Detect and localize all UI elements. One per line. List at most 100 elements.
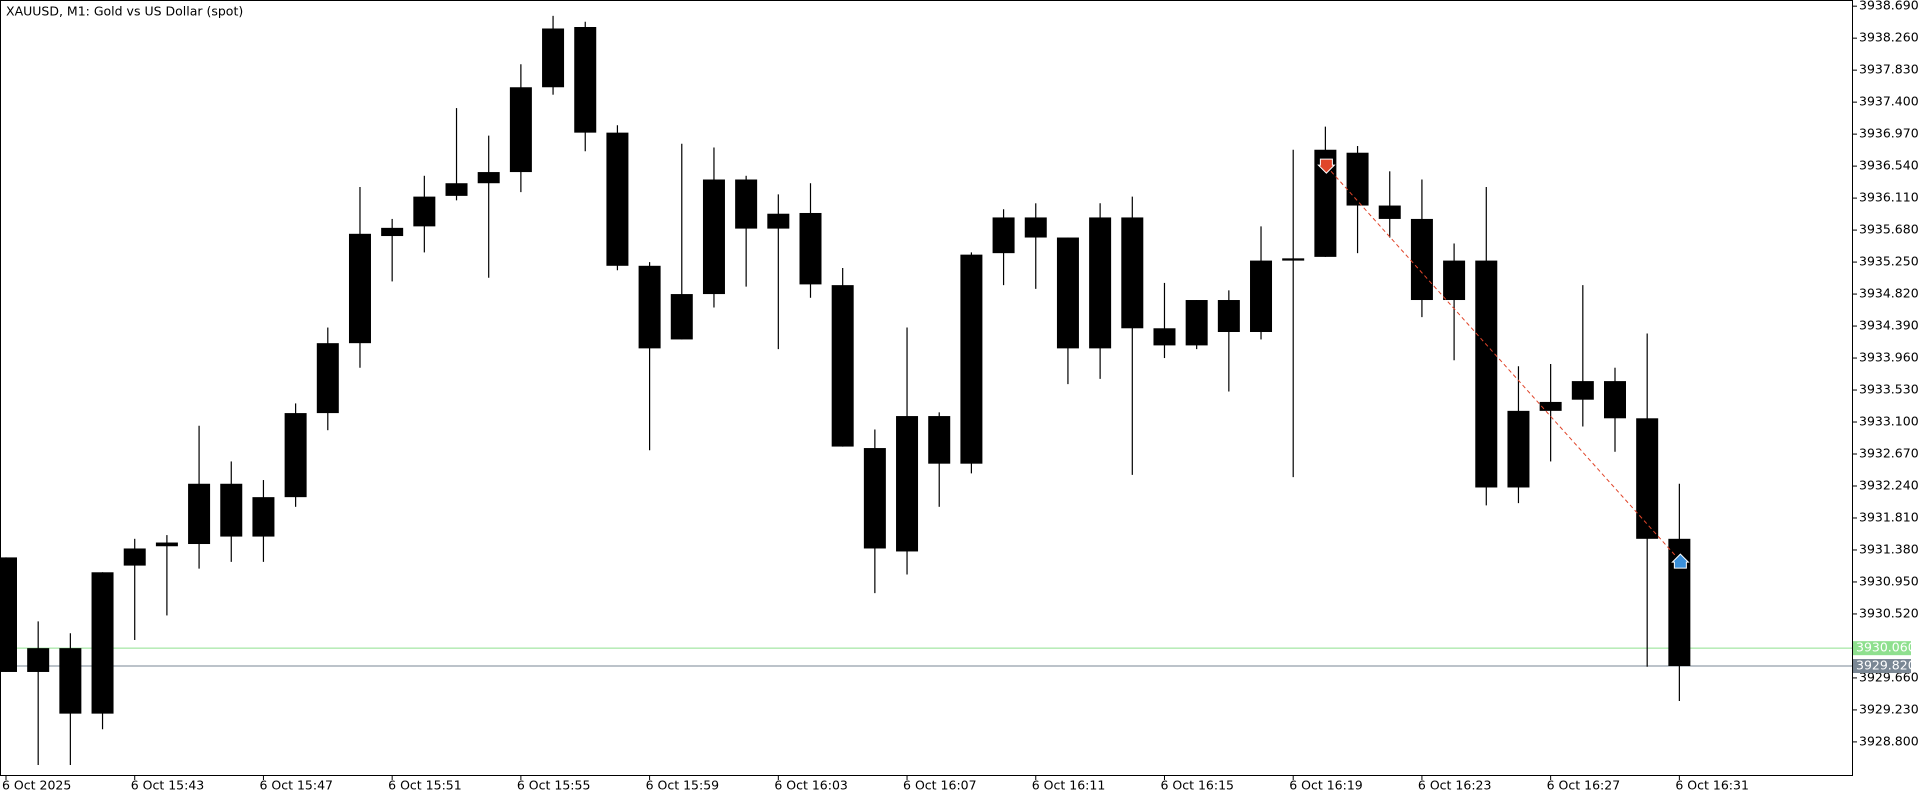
- sell-arrow: [1317, 158, 1336, 174]
- candle-body: [1282, 258, 1305, 261]
- plot-frame: [0, 0, 1853, 776]
- candle-body: [284, 413, 307, 498]
- candle-body: [928, 416, 951, 464]
- trade-line: [1326, 165, 1681, 562]
- y-tick-label: 3930.950: [1859, 573, 1919, 588]
- x-tick-label: 6 Oct 16:27: [1547, 778, 1621, 793]
- y-tick-label: 3932.240: [1859, 477, 1919, 492]
- y-tick-label: 3935.250: [1859, 254, 1919, 269]
- candle-body: [316, 343, 339, 414]
- candle-body: [702, 179, 725, 295]
- candle-body: [188, 483, 211, 545]
- candle-body: [1539, 401, 1562, 411]
- candle-body: [252, 497, 275, 537]
- price-line-label: 3929.820: [1856, 658, 1916, 673]
- candle-body: [381, 227, 404, 237]
- x-tick-label: 6 Oct 2025: [2, 778, 71, 793]
- x-tick-label: 6 Oct 16:19: [1289, 778, 1363, 793]
- y-tick-label: 3934.390: [1859, 318, 1919, 333]
- price-line-tag: [1853, 659, 1911, 674]
- candle-body: [1314, 149, 1337, 257]
- candle-body: [960, 254, 983, 464]
- x-tick-label: 6 Oct 16:11: [1032, 778, 1106, 793]
- candle-body: [799, 212, 822, 285]
- candle-body: [638, 265, 661, 349]
- candle-body: [477, 172, 500, 184]
- y-tick-label: 3928.800: [1859, 733, 1919, 748]
- candle-body: [896, 416, 919, 552]
- y-tick-label: 3935.680: [1859, 222, 1919, 237]
- candle-body: [509, 87, 532, 173]
- candle-body: [1636, 418, 1659, 539]
- candle-body: [27, 648, 50, 672]
- candle-body: [863, 448, 886, 549]
- candle-body: [1121, 217, 1144, 329]
- x-tick-label: 6 Oct 15:43: [131, 778, 205, 793]
- y-tick-label: 3930.520: [1859, 605, 1919, 620]
- candle-body: [735, 179, 758, 229]
- candle-body: [0, 557, 17, 672]
- candle-body: [1604, 381, 1626, 419]
- candle-body: [1475, 260, 1498, 488]
- x-tick-label: 6 Oct 15:59: [646, 778, 720, 793]
- candle-body: [445, 183, 468, 196]
- y-tick-label: 3934.820: [1859, 286, 1919, 301]
- candle-body: [1056, 237, 1079, 349]
- x-tick-label: 6 Oct 16:31: [1675, 778, 1749, 793]
- candle-body: [1089, 217, 1112, 349]
- candle-body: [348, 233, 371, 344]
- candle-body: [1507, 410, 1530, 488]
- candle-body: [574, 27, 597, 133]
- candle-body: [1024, 217, 1047, 238]
- y-tick-label: 3936.110: [1859, 190, 1919, 205]
- y-tick-label: 3937.830: [1859, 62, 1919, 77]
- candle-body: [1571, 381, 1594, 400]
- candle-body: [1443, 260, 1466, 301]
- candle-body: [1217, 300, 1240, 333]
- y-tick-label: 3929.660: [1859, 669, 1919, 684]
- x-tick-label: 6 Oct 16:23: [1418, 778, 1492, 793]
- chart-title: XAUUSD, M1: Gold vs US Dollar (spot): [6, 4, 243, 19]
- y-tick-label: 3931.380: [1859, 541, 1919, 556]
- candle-body: [413, 196, 436, 227]
- candle-body: [670, 294, 693, 340]
- candle-body: [123, 548, 146, 566]
- candle-body: [220, 483, 243, 537]
- candle-body: [831, 285, 854, 447]
- candle-body: [59, 648, 82, 714]
- candle-body: [1410, 218, 1433, 301]
- y-tick-label: 3931.810: [1859, 509, 1919, 524]
- candle-body: [992, 217, 1015, 254]
- y-tick-label: 3938.690: [1859, 0, 1919, 13]
- candle-body: [1153, 328, 1176, 346]
- y-tick-label: 3936.970: [1859, 126, 1919, 141]
- candle-body: [767, 213, 790, 229]
- y-tick-label: 3933.530: [1859, 382, 1919, 397]
- y-tick-label: 3937.400: [1859, 94, 1919, 109]
- x-tick-label: 6 Oct 16:15: [1160, 778, 1234, 793]
- buy-arrow: [1671, 553, 1690, 569]
- candle-body: [606, 132, 629, 266]
- candle-body: [1250, 260, 1273, 333]
- candle-body: [542, 28, 565, 88]
- price-line-label: 3930.060: [1856, 640, 1916, 655]
- candle-body: [1668, 538, 1691, 667]
- candle-body: [91, 572, 114, 714]
- y-tick-label: 3929.230: [1859, 701, 1919, 716]
- y-tick-label: 3938.260: [1859, 30, 1919, 45]
- x-tick-label: 6 Oct 15:55: [517, 778, 591, 793]
- x-tick-label: 6 Oct 15:51: [388, 778, 462, 793]
- x-tick-label: 6 Oct 16:07: [903, 778, 977, 793]
- candle-body: [1378, 205, 1401, 219]
- candle-body: [1185, 300, 1208, 346]
- candle-body: [155, 542, 178, 547]
- price-line-tag: [1853, 641, 1911, 656]
- candle-body: [1346, 152, 1369, 206]
- y-tick-label: 3933.960: [1859, 350, 1919, 365]
- y-tick-label: 3936.540: [1859, 158, 1919, 173]
- x-tick-label: 6 Oct 15:47: [259, 778, 333, 793]
- y-tick-label: 3933.100: [1859, 414, 1919, 429]
- y-tick-label: 3932.670: [1859, 446, 1919, 461]
